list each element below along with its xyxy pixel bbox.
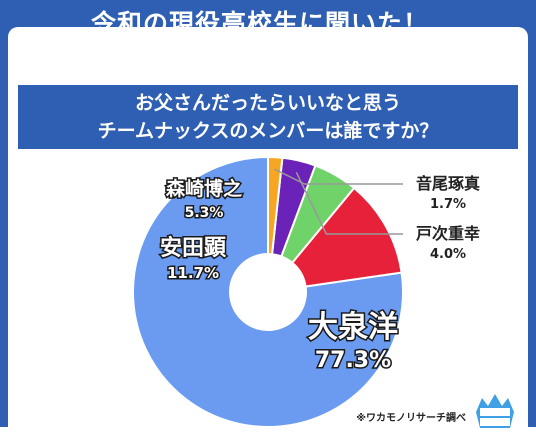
chart-frame: お父さんだったらいいなと思う チームナックスのメンバーは誰ですか？ 大泉洋 77.…	[0, 0, 536, 428]
question-line-2: チームナックスのメンバーは誰ですか？	[97, 120, 439, 142]
slice-label-value-2: 5.3%	[185, 205, 224, 221]
callout-value-3: 4.0%	[430, 247, 466, 262]
callout-name-4: 音尾琢真	[416, 174, 480, 193]
page-title: 令和の現役高校生に聞いた！	[90, 9, 429, 38]
pie-slice-1	[290, 186, 403, 288]
slice-label-name-1: 安田顕	[160, 235, 227, 261]
slice-label-name-2: 森崎博之	[166, 177, 242, 200]
question-box: お父さんだったらいいなと思う チームナックスのメンバーは誰ですか？	[18, 85, 518, 149]
wakamono-research-logo	[476, 394, 514, 428]
question-line-1: お父さんだったらいいなと思う	[134, 92, 401, 114]
leader-line-4	[274, 168, 403, 185]
donut-chart: 大泉洋 77.3% 安田顕 11.7% 森崎博之 5.3% 音尾琢真 1.7% 戸次重幸 4.0%	[132, 155, 480, 428]
pie-slice-0	[132, 155, 404, 428]
slice-label-name-0: 大泉洋	[308, 310, 398, 345]
callout-value-4: 1.7%	[430, 197, 466, 212]
chart-panel: お父さんだったらいいなと思う チームナックスのメンバーは誰ですか？ 大泉洋 77.…	[8, 27, 528, 438]
callout-name-3: 戸次重幸	[416, 224, 480, 243]
slice-label-value-0: 77.3%	[315, 348, 391, 373]
source-note: ※ワカモノリサーチ調べ	[356, 413, 466, 424]
leader-line-3	[295, 171, 403, 235]
pie-slice-4	[267, 155, 284, 256]
slice-label-value-1: 11.7%	[167, 264, 219, 282]
